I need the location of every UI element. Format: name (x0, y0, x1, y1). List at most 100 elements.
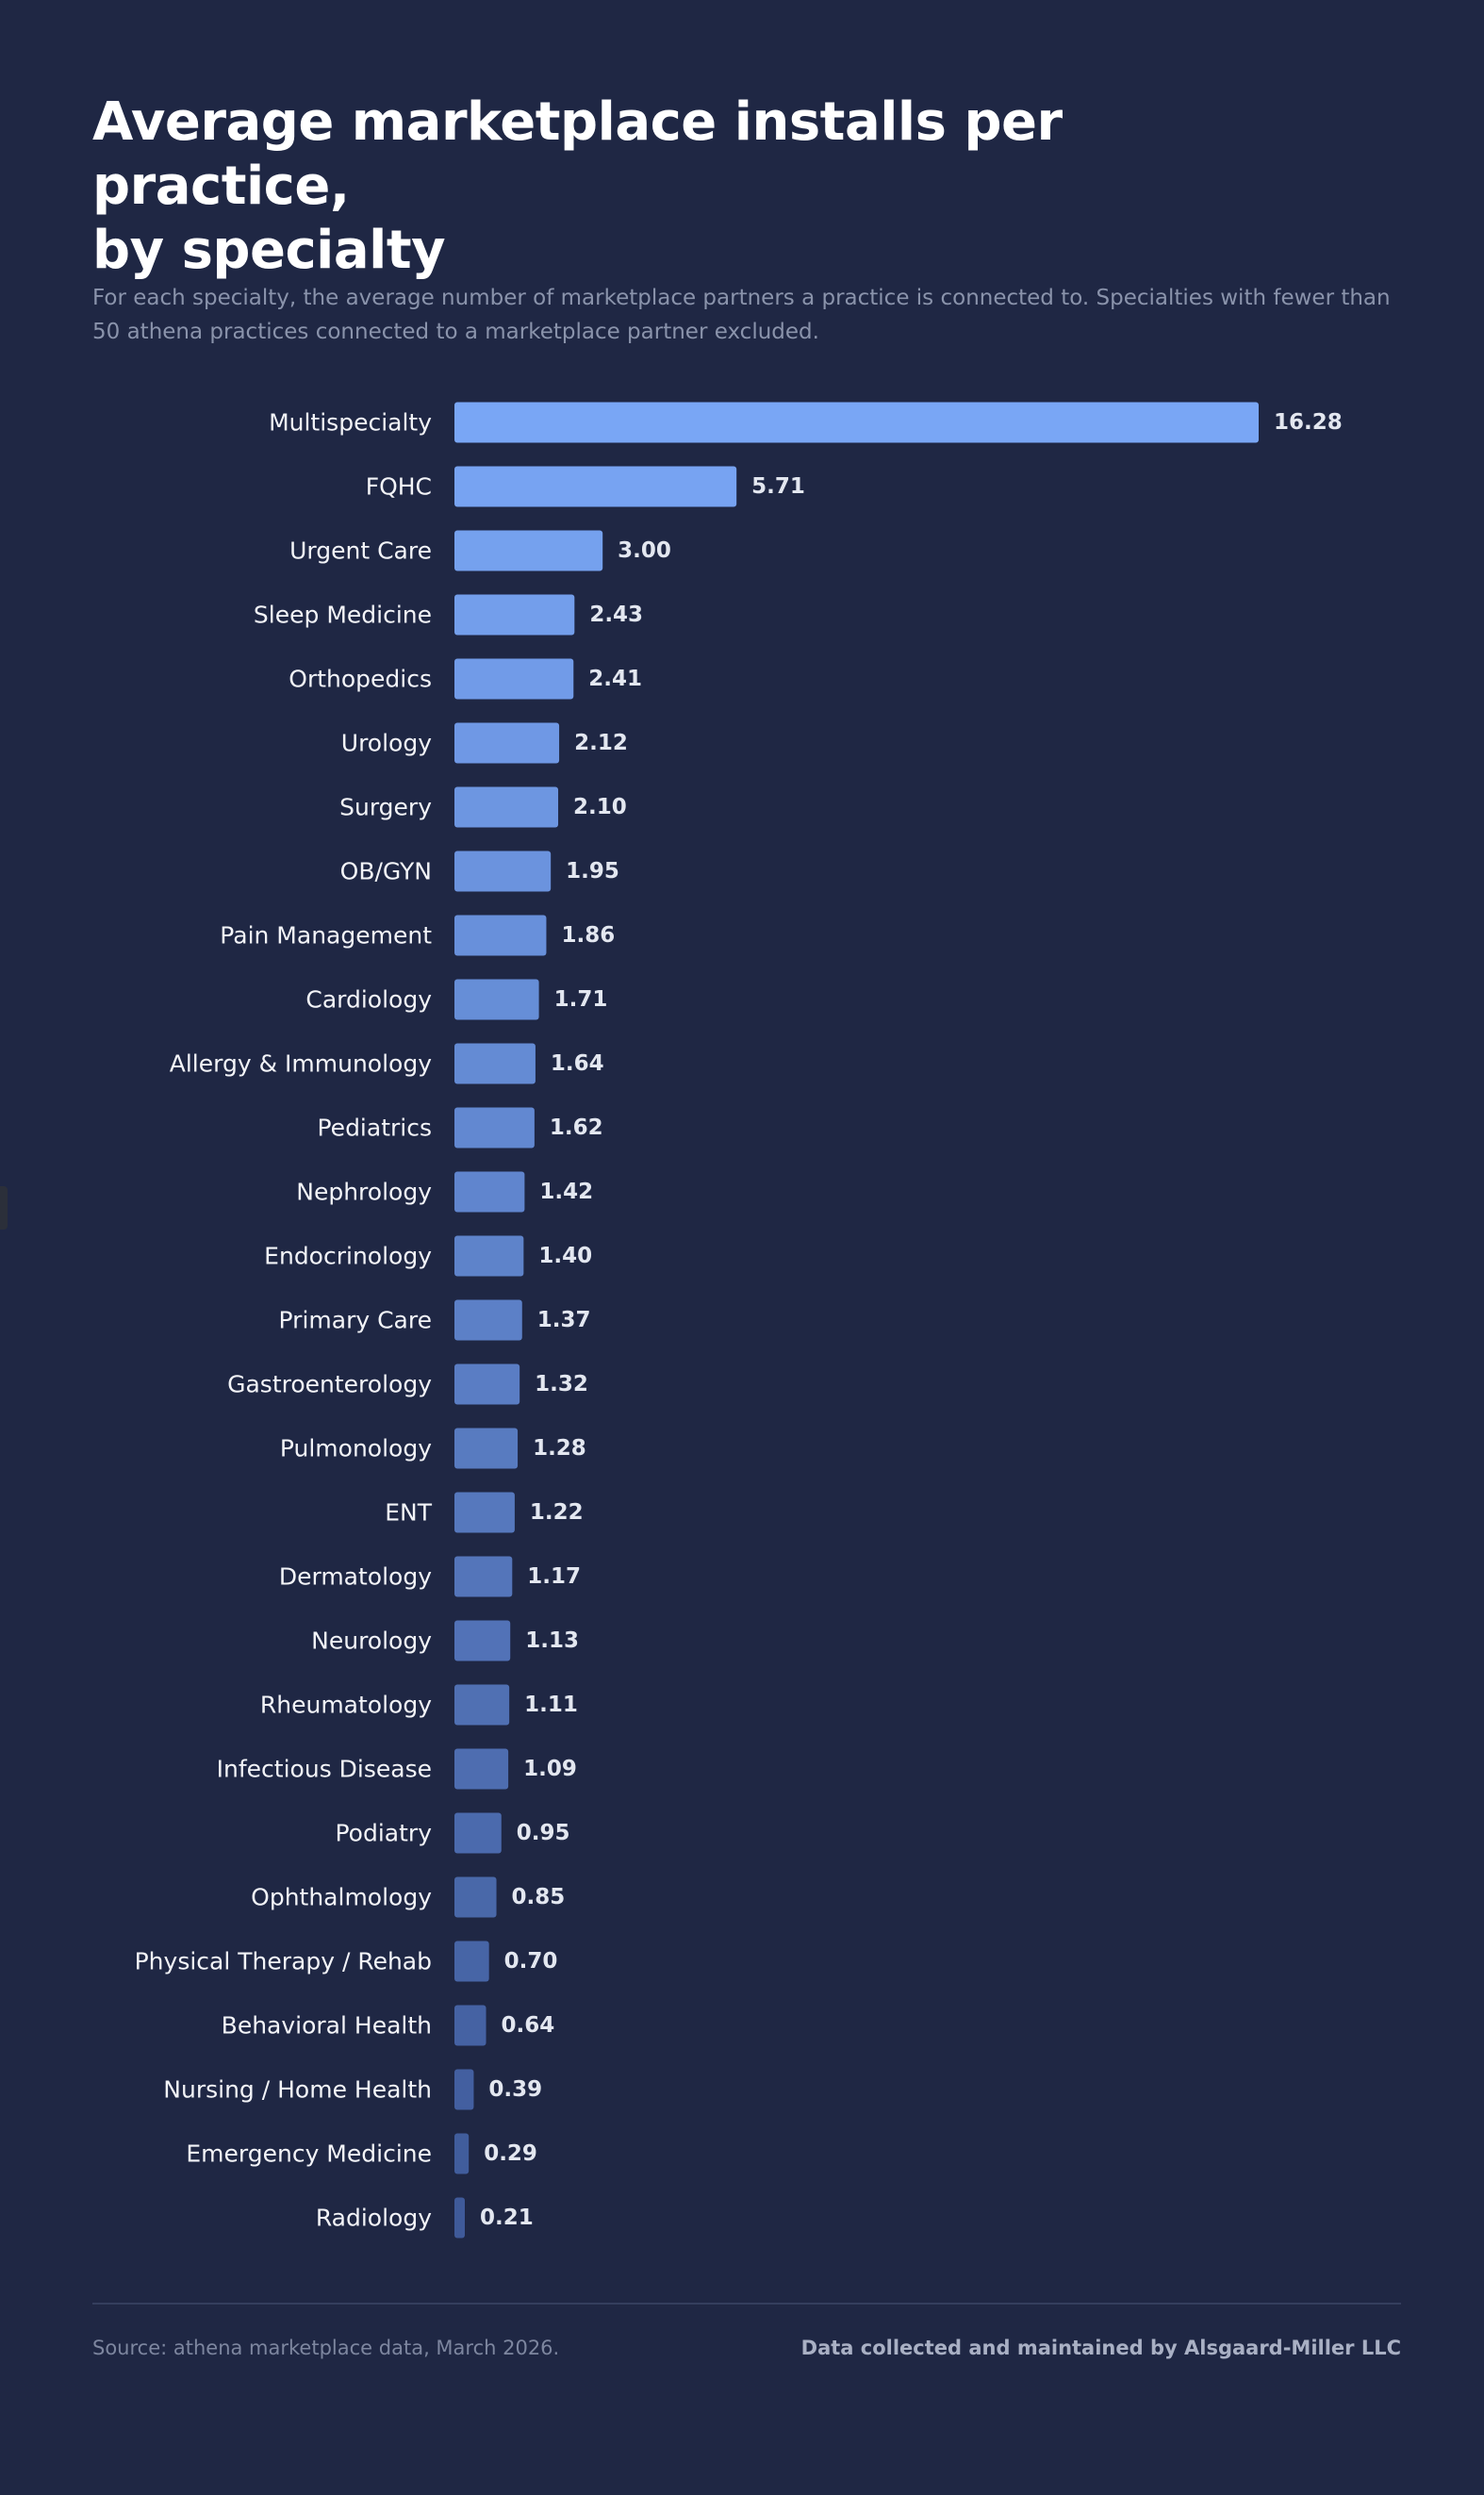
category-label: Pulmonology (280, 1435, 432, 1462)
bar (454, 1107, 535, 1148)
bar (454, 1235, 524, 1277)
value-label: 0.39 (488, 2077, 542, 2102)
value-label: 1.95 (566, 859, 619, 884)
category-label: Pain Management (220, 922, 432, 950)
value-label: 2.12 (574, 731, 628, 755)
category-label: Podiatry (336, 1820, 433, 1847)
bar-row: Nephrology 1.42 (296, 1171, 593, 1213)
value-label: 1.17 (527, 1564, 581, 1589)
value-label: 1.11 (524, 1693, 578, 1717)
value-label: 1.13 (525, 1628, 579, 1653)
bar (454, 1748, 509, 1790)
bar (454, 1876, 497, 1918)
bar-row: Orthopedics 2.41 (289, 658, 642, 700)
chart-subtitle: For each specialty, the average number o… (92, 286, 1391, 344)
bar (454, 530, 603, 571)
credit-note: Data collected and maintained by Alsgaar… (800, 2337, 1401, 2359)
value-label: 1.71 (554, 987, 608, 1012)
bar-row: Nursing / Home Health 0.39 (163, 2069, 542, 2110)
bar-row: Endocrinology 1.40 (264, 1235, 592, 1277)
bar-row: ENT 1.22 (385, 1492, 584, 1533)
bar (454, 402, 1259, 443)
value-label: 1.40 (538, 1244, 592, 1268)
bar-row: Dermatology 1.17 (279, 1556, 581, 1597)
value-label: 1.22 (530, 1500, 584, 1525)
value-label: 2.43 (589, 603, 643, 627)
bar-row: Behavioral Health 0.64 (222, 2005, 555, 2046)
footer-divider (92, 2303, 1401, 2305)
bar-row: Allergy & Immunology 1.64 (170, 1043, 604, 1084)
window-edge-handle[interactable] (0, 1186, 8, 1230)
bar-row: Pulmonology 1.28 (280, 1428, 586, 1469)
value-label: 0.70 (504, 1949, 558, 1974)
category-label: Behavioral Health (222, 2012, 432, 2040)
bar (454, 1299, 522, 1341)
value-label: 1.09 (523, 1757, 577, 1781)
bar-row: Neurology 1.13 (311, 1620, 579, 1661)
value-label: 1.64 (551, 1051, 604, 1076)
bar (454, 1428, 519, 1469)
category-label: Neurology (311, 1628, 432, 1655)
category-label: Radiology (316, 2205, 432, 2232)
bar-row: Ophthalmology 0.85 (251, 1876, 566, 1918)
bar (454, 466, 737, 507)
category-label: Emergency Medicine (186, 2140, 432, 2168)
bar-row: Urgent Care 3.00 (289, 530, 671, 571)
value-label: 0.85 (512, 1885, 566, 1909)
value-label: 0.64 (502, 2013, 555, 2038)
category-label: Infectious Disease (217, 1756, 432, 1783)
bar (454, 915, 547, 956)
value-label: 0.29 (484, 2141, 537, 2166)
category-label: Multispecialty (269, 409, 432, 437)
value-label: 5.71 (751, 474, 805, 499)
bar-row: Cardiology 1.71 (305, 979, 608, 1020)
bar (454, 1363, 520, 1405)
bar-row: Podiatry 0.95 (336, 1812, 570, 1854)
category-label: Rheumatology (260, 1692, 432, 1719)
bar-row: Sleep Medicine 2.43 (254, 594, 643, 636)
value-label: 0.21 (480, 2206, 534, 2230)
category-label: Pediatrics (318, 1115, 433, 1142)
source-note: Source: athena marketplace data, March 2… (92, 2337, 560, 2359)
bar-row: Pediatrics 1.62 (318, 1107, 603, 1148)
category-label: Cardiology (305, 986, 432, 1014)
category-label: Urgent Care (289, 537, 432, 565)
category-label: Primary Care (279, 1307, 432, 1334)
value-label: 1.32 (535, 1372, 588, 1396)
category-label: Gastroenterology (227, 1371, 432, 1398)
category-label: Orthopedics (289, 666, 432, 693)
bar-row: FQHC 5.71 (366, 466, 805, 507)
bar (454, 594, 575, 636)
category-label: Urology (341, 730, 432, 757)
category-label: Sleep Medicine (254, 602, 432, 629)
value-label: 1.28 (533, 1436, 586, 1461)
value-label: 1.37 (537, 1308, 591, 1332)
bar (454, 2005, 486, 2046)
bar (454, 2069, 474, 2110)
category-label: FQHC (366, 473, 432, 501)
category-label: Endocrinology (264, 1243, 432, 1270)
value-label: 1.62 (550, 1115, 603, 1140)
bar (454, 1492, 515, 1533)
bar (454, 1684, 510, 1726)
bar (454, 979, 539, 1020)
category-label: Ophthalmology (251, 1884, 432, 1911)
category-label: Nephrology (296, 1179, 432, 1206)
chart-title: Average marketplace installs per practic… (92, 91, 1063, 281)
category-label: Allergy & Immunology (170, 1050, 432, 1078)
bar (454, 1620, 511, 1661)
bar (454, 1556, 513, 1597)
value-label: 1.86 (561, 923, 615, 948)
value-label: 0.95 (517, 1821, 570, 1845)
bar-row: Surgery 2.10 (339, 786, 627, 828)
bar (454, 2133, 470, 2174)
bar (454, 658, 574, 700)
bar-row: Primary Care 1.37 (279, 1299, 591, 1341)
bar (454, 2197, 466, 2239)
category-label: Surgery (339, 794, 432, 821)
bar-row: Infectious Disease 1.09 (217, 1748, 577, 1790)
bar (454, 851, 552, 892)
value-label: 1.42 (539, 1180, 593, 1204)
bar (454, 1043, 536, 1084)
